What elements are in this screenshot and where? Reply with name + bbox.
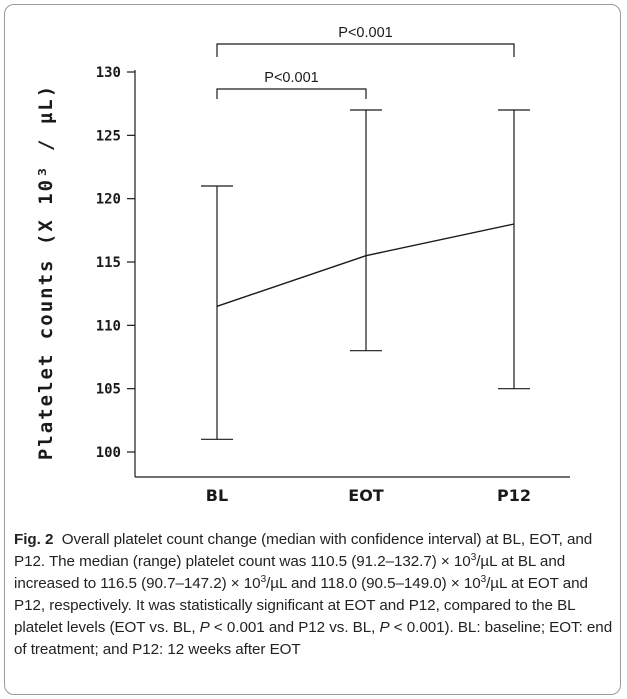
caption-sup-3: 3	[480, 573, 487, 585]
significance-label: P<0.001	[264, 70, 318, 86]
caption-sup-2: 3	[260, 573, 267, 585]
y-tick-label: 115	[96, 255, 121, 271]
significance-bracket	[216, 88, 367, 99]
significance-label: P<0.001	[338, 25, 392, 41]
caption-text-6: < 0.001). BL: baseline; EOT: end of trea…	[14, 619, 613, 658]
caption-p-symbol-2: P	[379, 619, 390, 636]
figure-label: Fig. 2	[14, 531, 54, 548]
figure-frame	[4, 4, 621, 695]
y-tick-label: 120	[96, 192, 121, 208]
caption-text-3: /µL and 118.0 (90.5–149.0) × 10	[266, 575, 481, 592]
significance-bracket	[216, 43, 515, 57]
caption-text-4: /µL at EOT and P12, respectively. It was…	[14, 575, 588, 636]
x-tick-label: BL	[206, 486, 228, 505]
caption-p-symbol-1: P	[199, 619, 210, 636]
y-tick-label: 100	[96, 445, 121, 461]
caption-text-5: < 0.001 and P12 vs. BL,	[209, 619, 380, 636]
median-line	[216, 223, 515, 307]
caption-sup-1: 3	[470, 551, 477, 563]
y-tick-label: 105	[96, 382, 121, 398]
caption-text-1: Overall platelet count change (median wi…	[14, 531, 593, 570]
x-tick-label: P12	[497, 486, 531, 505]
figure-caption: Fig. 2 Overall platelet count change (me…	[14, 529, 618, 661]
y-tick-label: 125	[96, 128, 121, 144]
x-tick-label: EOT	[348, 486, 384, 505]
y-axis-title: Platelet counts (X 10³ / µL)	[35, 84, 57, 460]
caption-text-2: /µL at BL and increased to 116.5 (90.7–1…	[14, 553, 566, 592]
y-tick-label: 130	[96, 65, 121, 81]
platelet-chart: 100 105 110 115 120 125 130 Platelet counts (X …	[35, 25, 570, 505]
y-tick-label: 110	[96, 318, 121, 334]
